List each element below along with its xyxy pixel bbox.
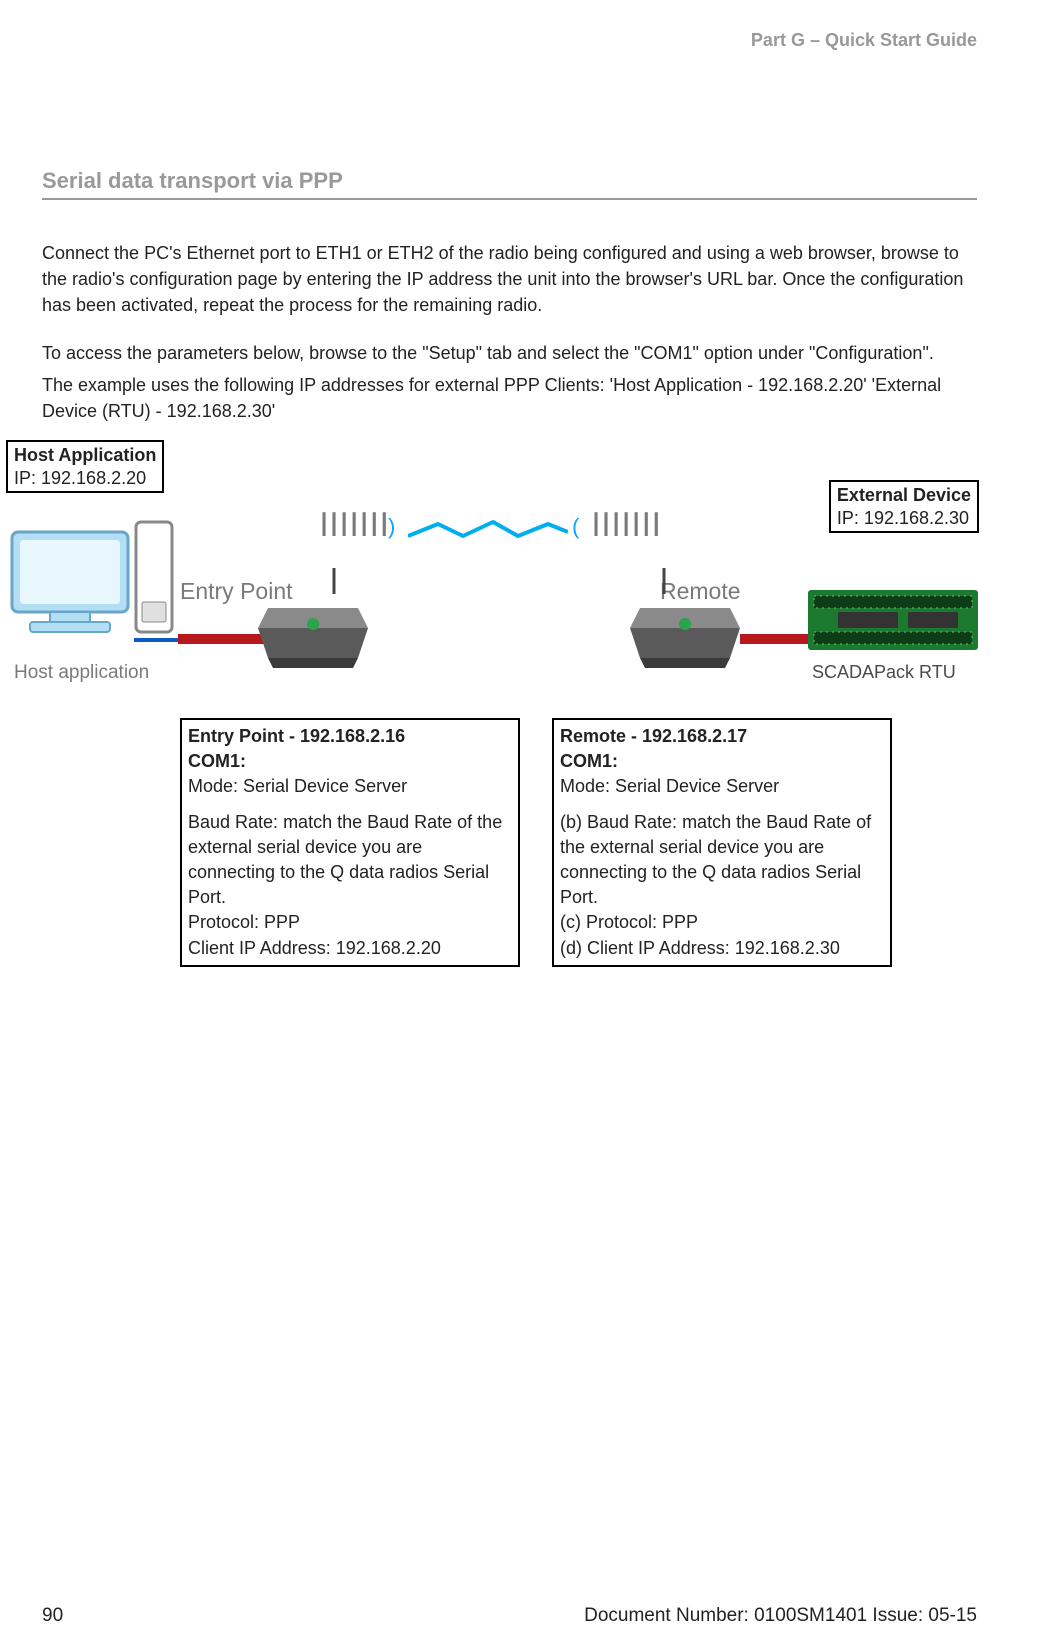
wave-right-icon: ) bbox=[572, 514, 579, 540]
network-diagram: Host Application IP: 192.168.2.20 Extern… bbox=[0, 440, 1037, 860]
doc-number: Document Number: 0100SM1401 Issue: 05-15 bbox=[584, 1605, 977, 1627]
serial-wire-right bbox=[740, 634, 810, 644]
radio-entry-icon bbox=[258, 568, 368, 638]
remote-header: Remote - 192.168.2.17 bbox=[560, 724, 884, 749]
external-device-label: External Device IP: 192.168.2.30 bbox=[829, 480, 979, 533]
external-title: External Device bbox=[837, 484, 971, 507]
entry-proto: Protocol: PPP bbox=[188, 910, 512, 935]
entry-header: Entry Point - 192.168.2.16 bbox=[188, 724, 512, 749]
serial-wire-left bbox=[178, 634, 270, 644]
host-application-label: Host Application IP: 192.168.2.20 bbox=[6, 440, 164, 493]
page-number: 90 bbox=[42, 1605, 63, 1627]
wave-left-icon: ) bbox=[388, 514, 395, 540]
entry-mode: Mode: Serial Device Server bbox=[188, 774, 512, 799]
radio-remote-icon bbox=[630, 568, 740, 638]
remote-baud: (b) Baud Rate: match the Baud Rate of th… bbox=[560, 810, 884, 911]
paragraph-3: The example uses the following IP addres… bbox=[42, 372, 977, 424]
pc-icon bbox=[10, 512, 180, 667]
rf-bolt-icon bbox=[408, 518, 568, 542]
rtu-icon bbox=[808, 580, 978, 665]
external-ip: IP: 192.168.2.30 bbox=[837, 507, 971, 530]
rtu-caption: SCADAPack RTU bbox=[812, 662, 956, 683]
footer: 90 Document Number: 0100SM1401 Issue: 05… bbox=[42, 1605, 977, 1627]
section-title: Serial data transport via PPP bbox=[42, 168, 977, 200]
entry-point-config: Entry Point - 192.168.2.16 COM1: Mode: S… bbox=[180, 718, 520, 967]
remote-com: COM1: bbox=[560, 749, 884, 774]
ethernet-wire bbox=[134, 638, 180, 642]
paragraph-2: To access the parameters below, browse t… bbox=[42, 340, 977, 366]
remote-client: (d) Client IP Address: 192.168.2.30 bbox=[560, 936, 884, 961]
host-ip: IP: 192.168.2.20 bbox=[14, 467, 156, 490]
entry-client: Client IP Address: 192.168.2.20 bbox=[188, 936, 512, 961]
remote-proto: (c) Protocol: PPP bbox=[560, 910, 884, 935]
host-caption: Host application bbox=[14, 662, 149, 684]
host-title: Host Application bbox=[14, 444, 156, 467]
antenna-right-icon: ┃┃┃┃┃┃┃ bbox=[590, 512, 660, 537]
paragraph-1: Connect the PC's Ethernet port to ETH1 o… bbox=[42, 240, 977, 318]
remote-config: Remote - 192.168.2.17 COM1: Mode: Serial… bbox=[552, 718, 892, 967]
antenna-left-icon: ┃┃┃┃┃┃┃ bbox=[318, 512, 388, 537]
entry-com: COM1: bbox=[188, 749, 512, 774]
header-part: Part G – Quick Start Guide bbox=[751, 30, 977, 51]
entry-baud: Baud Rate: match the Baud Rate of the ex… bbox=[188, 810, 512, 911]
remote-mode: Mode: Serial Device Server bbox=[560, 774, 884, 799]
